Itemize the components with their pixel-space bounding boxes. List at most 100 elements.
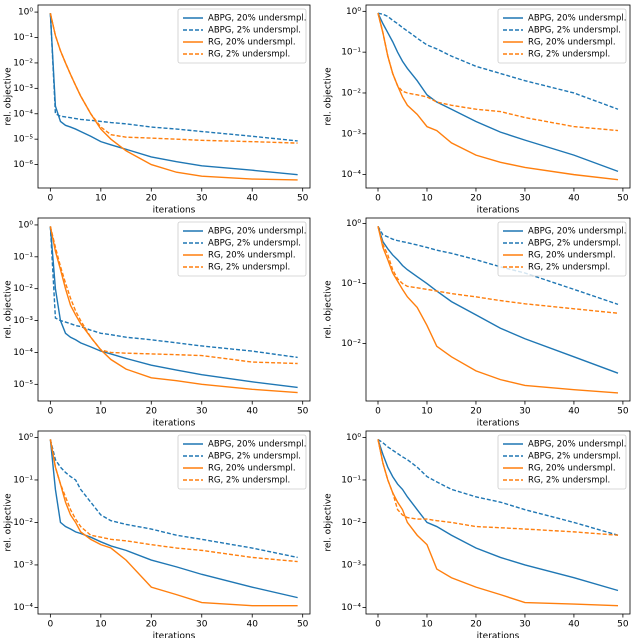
x-tick-label: 20	[470, 407, 482, 417]
series-line	[49, 439, 298, 607]
legend-label: ABPG, 20% undersmpl.	[528, 440, 626, 450]
y-tick-label: 10⁻³	[341, 560, 361, 570]
legend-label: ABPG, 2% undersmpl.	[528, 26, 621, 36]
y-tick-label: 10⁰	[346, 7, 361, 17]
legend-label: ABPG, 2% undersmpl.	[528, 239, 621, 249]
axes-frame	[365, 4, 631, 189]
y-axis-label: rel. objective	[4, 67, 14, 126]
y-tick-label: 10⁻¹	[341, 279, 361, 289]
axes-frame	[365, 430, 631, 615]
y-tick-label: 10⁰	[346, 433, 361, 443]
y-axis-label: rel. objective	[324, 280, 334, 339]
series-line	[49, 13, 298, 144]
x-tick-label: 10	[421, 620, 433, 630]
legend-box	[177, 8, 307, 64]
x-axis-label: iterations	[477, 632, 520, 638]
y-tick-label: 10⁻⁵	[13, 380, 33, 390]
y-tick-label: 10⁰	[346, 219, 361, 229]
series-line	[49, 13, 298, 176]
x-tick-label: 10	[95, 194, 107, 204]
y-tick-label: 10⁻³	[13, 84, 33, 94]
series-line	[49, 226, 298, 365]
y-axis-label: rel. objective	[324, 67, 334, 126]
y-tick-label: 10⁻⁴	[341, 603, 361, 613]
y-tick-label: 10⁻³	[13, 316, 33, 326]
y-tick-label: 10⁻¹	[13, 33, 33, 43]
series-line	[49, 439, 298, 559]
x-tick-label: 50	[297, 407, 309, 417]
series-line	[377, 12, 619, 110]
x-tick-label: 40	[246, 194, 258, 204]
legend-label: RG, 2% undersmpl.	[528, 50, 610, 60]
y-tick-label: 10⁻³	[341, 129, 361, 139]
y-tick-label: 10⁻⁴	[13, 603, 33, 613]
series-line	[377, 226, 619, 374]
y-tick-label: 10⁻¹	[13, 252, 33, 262]
series-line	[377, 12, 619, 173]
chart-panel: 0 10 20 30 40 50 10⁰ 10⁻¹ 10⁻² 10⁻³ 10⁻⁴ 10⁻⁵ 10⁻⁶ it…	[4, 4, 311, 216]
y-tick-label: 10⁻²	[341, 339, 361, 349]
y-tick-label: 10⁻²	[13, 58, 33, 68]
x-tick-label: 0	[375, 620, 381, 630]
series-line	[49, 439, 298, 563]
x-tick-label: 50	[617, 194, 629, 204]
x-tick-label: 0	[47, 620, 53, 630]
legend-label: RG, 2% undersmpl.	[208, 50, 290, 60]
legend: ABPG, 20% undersmpl. ABPG, 2% undersmpl. R…	[177, 434, 306, 490]
legend-label: ABPG, 2% undersmpl.	[208, 26, 301, 36]
legend: ABPG, 20% undersmpl. ABPG, 2% undersmpl. R…	[177, 8, 307, 64]
legend-label: RG, 20% undersmpl.	[528, 38, 616, 48]
x-tick-label: 10	[421, 194, 433, 204]
y-axis-label: rel. objective	[4, 280, 14, 339]
legend-label: RG, 2% undersmpl.	[208, 263, 290, 273]
y-tick-label: 10⁻²	[13, 518, 33, 528]
series-line	[49, 226, 298, 389]
legend: ABPG, 20% undersmpl. ABPG, 2% undersmpl. R…	[177, 221, 307, 277]
legend-box	[177, 221, 307, 277]
legend-label: RG, 20% undersmpl.	[528, 251, 616, 261]
chart-panel: 0 10 20 30 40 50 10⁰ 10⁻¹ 10⁻² iterations rel. obj…	[324, 217, 631, 429]
y-tick-label: 10⁰	[18, 220, 33, 230]
y-tick-label: 10⁻²	[341, 518, 361, 528]
x-tick-label: 10	[95, 407, 107, 417]
legend: ABPG, 20% undersmpl. ABPG, 2% undersmpl. R…	[497, 434, 627, 490]
legend-label: RG, 20% undersmpl.	[528, 464, 616, 474]
y-axis-label: rel. objective	[324, 493, 334, 552]
chart-panel: 0 10 20 30 40 50 10⁰ 10⁻¹ 10⁻² 10⁻³ 10⁻⁴ iterations…	[324, 430, 631, 638]
legend-label: RG, 20% undersmpl.	[208, 251, 296, 261]
x-axis-label: iterations	[477, 206, 520, 216]
legend-label: RG, 2% undersmpl.	[208, 476, 290, 486]
legend-label: RG, 20% undersmpl.	[208, 38, 296, 48]
legend-box	[497, 434, 627, 490]
y-tick-label: 10⁻⁶	[13, 160, 33, 170]
y-tick-label: 10⁻⁴	[13, 109, 33, 119]
x-tick-label: 50	[297, 620, 309, 630]
y-tick-label: 10⁻²	[13, 284, 33, 294]
legend-box	[497, 221, 627, 277]
series-line	[377, 438, 619, 536]
x-tick-label: 20	[146, 620, 158, 630]
x-axis-label: iterations	[153, 419, 196, 429]
axes-frame	[37, 430, 311, 615]
x-axis-label: iterations	[477, 419, 520, 429]
series-line	[377, 439, 619, 536]
legend-label: ABPG, 20% undersmpl.	[208, 14, 306, 24]
legend-box	[497, 8, 627, 64]
x-tick-label: 20	[470, 194, 482, 204]
x-tick-label: 40	[246, 620, 258, 630]
x-tick-label: 30	[519, 620, 531, 630]
axes-frame	[37, 217, 311, 402]
x-tick-label: 30	[196, 407, 208, 417]
x-tick-label: 40	[568, 194, 580, 204]
x-axis-label: iterations	[153, 632, 196, 638]
x-tick-label: 50	[617, 407, 629, 417]
legend-label: RG, 20% undersmpl.	[208, 464, 296, 474]
chart-panel: 0 10 20 30 40 50 10⁰ 10⁻¹ 10⁻² 10⁻³ 10⁻⁴ iterations…	[4, 430, 311, 638]
chart-panel: 0 10 20 30 40 50 10⁰ 10⁻¹ 10⁻² 10⁻³ 10⁻⁴ 10⁻⁵ iterat…	[4, 217, 311, 429]
legend: ABPG, 20% undersmpl. ABPG, 2% undersmpl. R…	[497, 221, 627, 277]
x-tick-label: 40	[568, 620, 580, 630]
x-tick-label: 50	[297, 194, 309, 204]
x-tick-label: 10	[95, 620, 107, 630]
x-tick-label: 10	[421, 407, 433, 417]
